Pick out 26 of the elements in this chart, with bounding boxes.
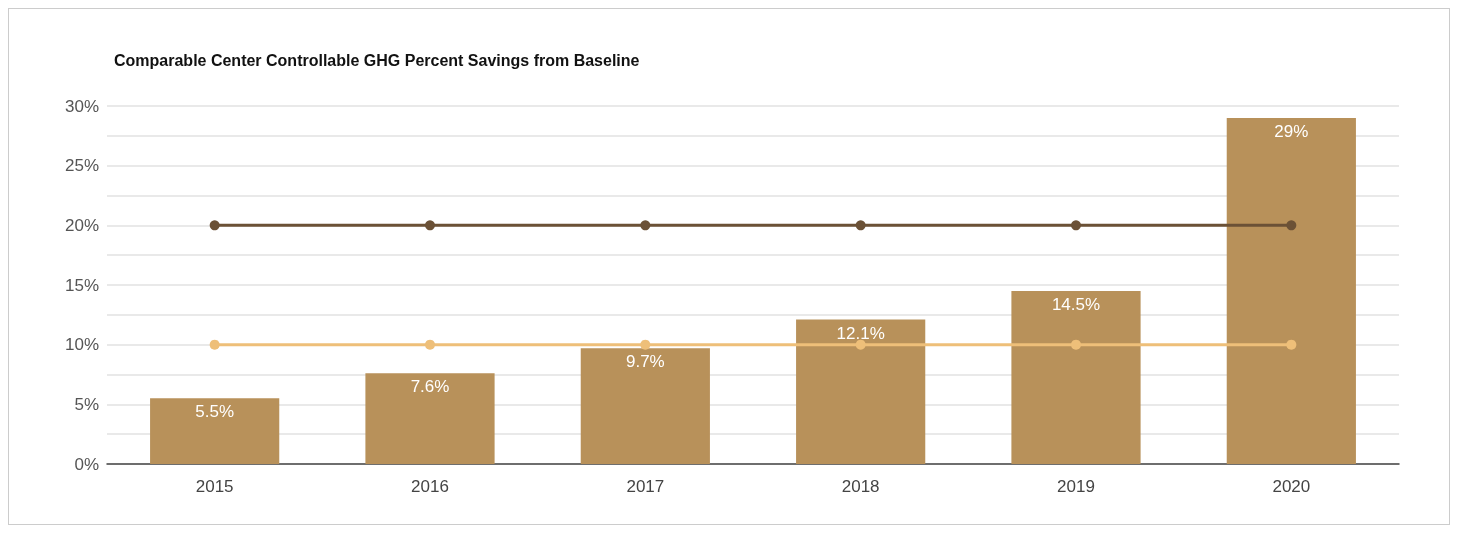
x-tick-label: 2015 <box>195 477 234 496</box>
bar <box>1226 117 1356 464</box>
y-tick-label: 0% <box>74 454 99 474</box>
data-label: 12.1% <box>836 323 885 343</box>
y-tick-label: 15% <box>64 275 99 295</box>
y-tick-label: 10% <box>64 335 99 355</box>
bar <box>1011 290 1141 464</box>
y-tick-label: 5% <box>74 394 99 414</box>
data-label: 9.7% <box>625 352 665 372</box>
data-label: 29% <box>1274 121 1309 141</box>
bar <box>365 373 495 464</box>
data-label: 14.5% <box>1051 294 1101 314</box>
bar <box>580 348 710 464</box>
x-tick-label: 2017 <box>626 477 665 496</box>
bar <box>150 398 280 464</box>
data-label: 5.5% <box>195 402 235 422</box>
y-tick-label: 20% <box>64 215 99 235</box>
data-label: 7.6% <box>410 377 450 397</box>
x-tick-label: 2016 <box>411 477 449 496</box>
y-tick-label: 25% <box>64 156 99 176</box>
x-tick-label: 2019 <box>1057 477 1095 496</box>
bar <box>796 319 926 464</box>
chart-title: Comparable Center Controllable GHG Percent Savings from Baseline <box>114 51 640 69</box>
y-tick-label: 30% <box>64 96 99 116</box>
x-tick-label: 2018 <box>841 477 880 496</box>
x-tick-label: 2020 <box>1272 477 1311 496</box>
